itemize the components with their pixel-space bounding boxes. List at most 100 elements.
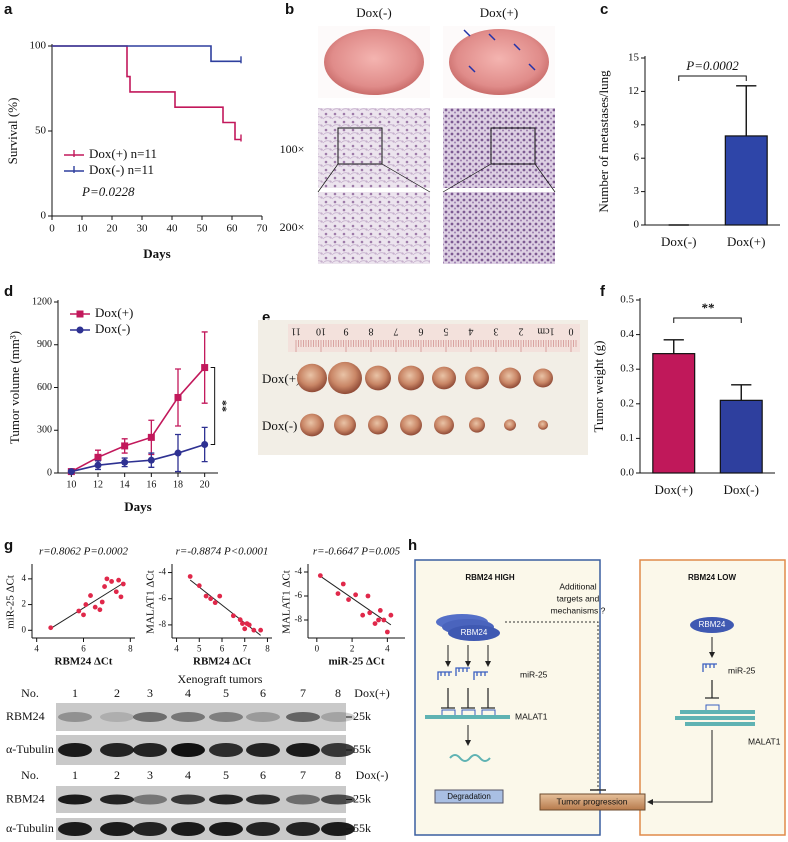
- tumor: [504, 419, 516, 431]
- point: [251, 627, 257, 633]
- lane-label: 3: [147, 768, 153, 782]
- ruler-label: 8: [369, 326, 374, 337]
- note-line: targets and: [557, 593, 600, 603]
- tumor: [533, 368, 553, 388]
- y-tick-label: 0.3: [620, 363, 634, 375]
- lane-label: 8: [335, 768, 341, 782]
- point: [240, 621, 245, 626]
- series-line: [52, 45, 241, 141]
- bar: [652, 353, 696, 474]
- row-label: Dox(-): [262, 418, 297, 433]
- x-tick-label: 5: [197, 643, 202, 653]
- right-title: RBM24 LOW: [688, 573, 736, 582]
- point: [340, 581, 346, 587]
- band: [209, 743, 243, 757]
- y-tick-label: -4: [159, 567, 167, 577]
- series-line: [71, 443, 205, 473]
- x-axis-label: RBM24 ΔCt: [193, 656, 251, 668]
- x-tick-label: 6: [81, 643, 86, 653]
- band: [58, 743, 92, 757]
- lane-label: 1: [72, 686, 78, 700]
- lane-label: 1: [72, 768, 78, 782]
- band: [171, 822, 205, 836]
- band: [100, 743, 134, 757]
- x-tick-label: 12: [93, 479, 103, 490]
- band: [58, 822, 92, 836]
- panel-label: g: [4, 537, 13, 554]
- lane-header: No.: [21, 686, 39, 700]
- lane-label: 5: [223, 768, 229, 782]
- point: [384, 629, 390, 635]
- y-tick-label: -8: [159, 619, 167, 629]
- legend-label: Dox(+) n=11: [89, 146, 157, 161]
- x-tick-label: 6: [220, 643, 225, 653]
- x-tick-label: 16: [146, 479, 156, 490]
- ruler-label: 6: [419, 326, 424, 337]
- zoom-lines: [317, 163, 431, 193]
- marker: [121, 442, 129, 450]
- point: [118, 594, 124, 600]
- significance-bracket: [210, 367, 216, 445]
- x-tick-label: Dox(-): [661, 234, 696, 249]
- left-title: RBM24 HIGH: [465, 573, 515, 582]
- panel-label: e: [262, 309, 270, 326]
- band: [133, 712, 167, 722]
- protein-label: RBM24: [461, 628, 488, 637]
- mirna-glyph: [702, 663, 717, 672]
- chart-title: r=-0.8874 P<0.0001: [176, 546, 269, 558]
- size-label: 55k: [353, 821, 371, 835]
- point: [377, 608, 383, 613]
- tumor: [432, 366, 456, 390]
- lane-label: 2: [114, 686, 120, 700]
- point: [381, 617, 387, 623]
- ruler-label: 1cm: [537, 326, 554, 337]
- x-tick-label: 30: [137, 222, 149, 234]
- point: [212, 600, 218, 606]
- series-line: [52, 45, 241, 63]
- x-tick-label: 4: [385, 643, 390, 653]
- p-value: P=0.0228: [81, 184, 135, 199]
- significance: **: [216, 400, 230, 412]
- mirna-label: miR-25: [520, 669, 548, 679]
- y-tick-label: 1200: [32, 296, 52, 307]
- note-line: mechanisms ?: [551, 605, 606, 615]
- ruler: [288, 324, 580, 352]
- band: [133, 794, 167, 805]
- y-tick-label: 4: [22, 573, 27, 583]
- mirna-glyphs: [437, 667, 488, 680]
- tumor: [297, 363, 327, 393]
- band: [133, 743, 167, 757]
- band: [171, 794, 205, 805]
- histology: [443, 108, 555, 188]
- point: [109, 579, 114, 584]
- bound-mirna: [441, 709, 496, 715]
- column-label: Dox(+): [480, 5, 518, 20]
- point: [113, 589, 119, 595]
- x-tick-label: Dox(+): [655, 482, 693, 497]
- protein-label: RBM24: [6, 709, 45, 723]
- tumor: [300, 413, 324, 437]
- band: [100, 794, 134, 805]
- y-tick-label: 0: [22, 624, 27, 634]
- point: [230, 613, 236, 619]
- zoom-box: [490, 127, 536, 165]
- significance: P=0.0002: [685, 58, 739, 73]
- panel-label: a: [4, 1, 13, 18]
- y-tick-label: 900: [37, 339, 52, 350]
- malat1-bar: [680, 710, 755, 714]
- progression-box: [539, 793, 646, 811]
- mirna-label: miR-25: [728, 665, 756, 675]
- lane-label: 8: [335, 686, 341, 700]
- arrow-mark: [528, 63, 536, 71]
- blot-title: Xenograft tumors: [178, 672, 263, 686]
- band: [171, 712, 205, 722]
- marker: [201, 364, 209, 372]
- marker: [147, 456, 155, 464]
- panel-label: h: [408, 537, 417, 554]
- protein-label: RBM24: [6, 791, 45, 805]
- band: [246, 822, 280, 836]
- y-tick-label: 12: [628, 85, 639, 97]
- ruler-label: 3: [494, 326, 499, 337]
- tumor: [465, 366, 489, 390]
- y-tick-label: 300: [37, 425, 52, 436]
